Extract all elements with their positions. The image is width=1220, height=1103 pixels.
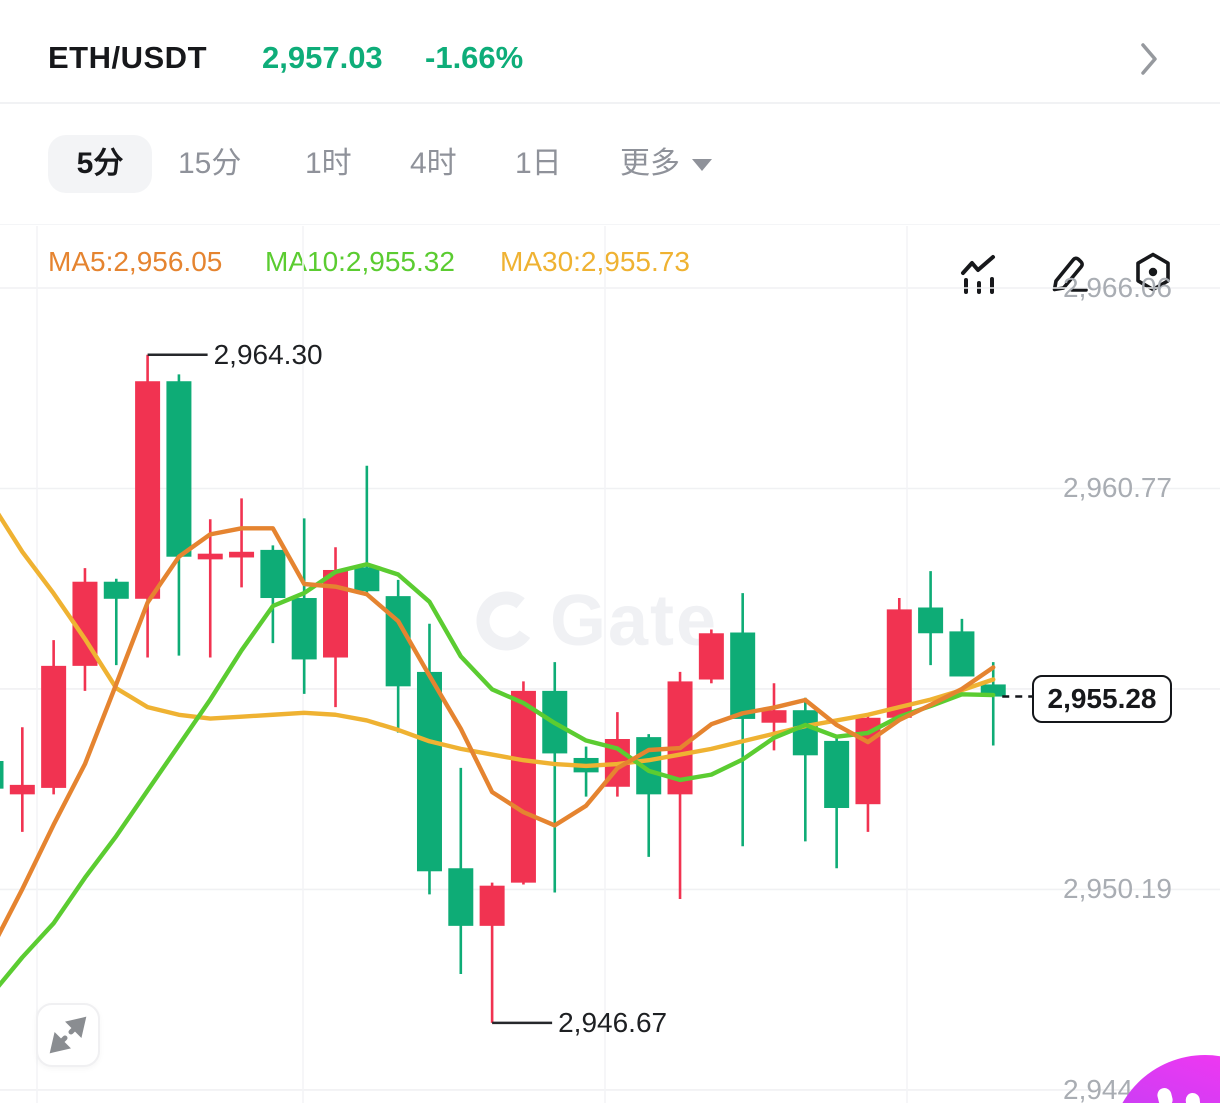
expand-arrows-icon — [49, 1016, 87, 1054]
tab-timeframe-5[interactable]: 1日 — [515, 147, 562, 180]
chevron-down-icon — [692, 159, 712, 172]
watermark-text: Gate — [550, 581, 719, 661]
y-axis-label: 2,950.19 — [1063, 873, 1172, 905]
last-price-tag: 2,955.28 — [1032, 674, 1172, 723]
more-label: 更多 — [620, 147, 680, 180]
ma10-legend-label: MA10:2,955.32 — [265, 246, 455, 277]
chevron-right-icon[interactable] — [1140, 42, 1160, 81]
gate-watermark: Gate — [474, 580, 718, 662]
pair-header[interactable]: ETH/USDT 2,957.03 -1.66% — [0, 0, 1220, 104]
ma5-legend-label: MA5:2,956.05 — [48, 246, 223, 277]
tab-timeframe-2[interactable]: 15分 — [178, 147, 242, 180]
pair-title: ETH/USDT — [48, 40, 207, 75]
settings-hexagon-icon[interactable] — [1131, 250, 1175, 294]
tab-timeframe-4[interactable]: 4时 — [410, 147, 457, 180]
high-price-annotation: 2,964.30 — [213, 338, 323, 370]
price-change-percent: -1.66% — [425, 40, 524, 75]
tab-timeframe-1[interactable]: 5分 — [48, 135, 152, 193]
ma-legend: MA5:2,956.05 MA10:2,955.32 MA30:2,955.73 — [0, 246, 1220, 280]
ma30-legend-label: MA30:2,955.73 — [500, 246, 690, 277]
last-price: 2,957.03 — [262, 40, 383, 75]
low-price-annotation: 2,946.67 — [558, 1006, 668, 1038]
y-axis-label: 2,960.77 — [1063, 472, 1172, 504]
draw-pencil-icon[interactable] — [1046, 250, 1090, 294]
fullscreen-expand-button[interactable] — [36, 1003, 100, 1067]
more-timeframes-dropdown[interactable]: 更多 — [620, 104, 712, 224]
tab-timeframe-3[interactable]: 1时 — [305, 147, 352, 180]
timeframe-toolbar: 5分 15分 1时 4时 1日 更多 — [0, 104, 1220, 294]
y-axis-label: 2,966.06 — [1063, 272, 1172, 303]
gate-logo-icon — [476, 591, 536, 651]
